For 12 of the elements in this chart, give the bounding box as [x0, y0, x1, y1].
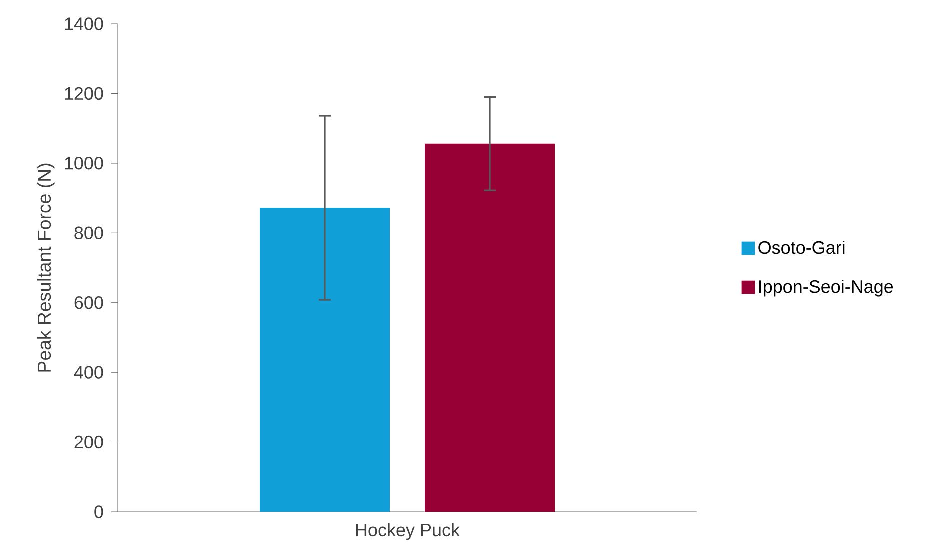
y-axis-title: Peak Resultant Force (N): [37, 164, 55, 372]
x-tick-label: Hockey Puck: [356, 523, 460, 540]
legend-label: Osoto-Gari: [758, 240, 845, 254]
y-tick-label: 1000: [65, 157, 104, 170]
y-tick-label: 1200: [65, 87, 104, 100]
y-tick-label: 1400: [65, 18, 104, 30]
y-tick-label: 600: [74, 296, 104, 310]
y-tick-label: 400: [74, 366, 104, 379]
legend-label: Ippon-Seoi-Nage: [759, 280, 894, 297]
y-tick-label: 0: [94, 506, 104, 518]
y-tick-label: 800: [74, 226, 104, 240]
y-tick-label: 200: [74, 436, 104, 449]
